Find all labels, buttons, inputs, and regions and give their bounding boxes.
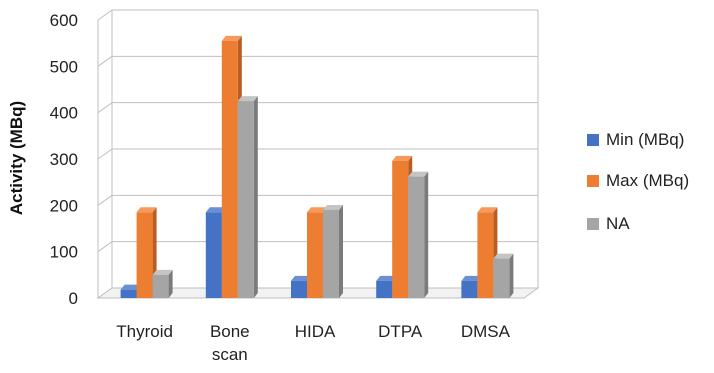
legend-label: Min (MBq) [606, 130, 684, 149]
x-tick-labels: Thyroid Bone scan HIDA DTPA DMSA [116, 322, 510, 364]
y-tick-label-4: 400 [50, 104, 78, 123]
x-tick-label-4: DMSA [461, 322, 511, 341]
bar-front [205, 212, 222, 298]
x-tick-label-1: Bone scan [210, 322, 250, 364]
y-tick-label-0: 0 [69, 289, 78, 308]
bar-top [461, 275, 482, 281]
legend-label: NA [606, 214, 630, 233]
side-gridline-1 [97, 241, 113, 253]
bar-top [152, 269, 173, 275]
bar-0-2 [291, 275, 311, 298]
bar-top [307, 207, 327, 213]
side-gridline-6 [97, 9, 113, 21]
bar-top [221, 35, 242, 41]
bar-2-0 [152, 269, 173, 298]
legend: Min (MBq) Max (MBq) NA [587, 130, 689, 233]
bar-2-2 [323, 204, 343, 298]
bar-front [136, 212, 153, 298]
legend-swatch [587, 218, 599, 230]
y-axis-label: Activity (MBq) [7, 101, 26, 215]
bar-top [205, 207, 226, 213]
legend-label: Max (MBq) [606, 171, 689, 190]
legend-entry-0: Min (MBq) [587, 130, 684, 149]
bar-front [376, 280, 393, 298]
bar-top [392, 155, 413, 161]
bar-top [291, 275, 311, 281]
bar-front [408, 176, 425, 298]
bar-side [253, 96, 258, 298]
x-tick-label-0: Thyroid [116, 322, 173, 341]
side-gridline-4 [97, 102, 113, 114]
bar-2-3 [408, 171, 429, 298]
x-tick-label-2: HIDA [295, 322, 336, 341]
bar-2-4 [493, 253, 514, 298]
y-tick-label-3: 300 [50, 150, 78, 169]
bars [120, 35, 514, 298]
y-tick-label-1: 100 [50, 243, 78, 262]
y-tick-label-2: 200 [50, 196, 78, 215]
bar-front [120, 289, 137, 298]
bar-2-1 [237, 96, 258, 298]
bar-front [323, 209, 339, 298]
bar-top [120, 284, 141, 290]
bar-front [493, 258, 510, 298]
bar-top [376, 275, 397, 281]
bar-side [339, 204, 343, 298]
bar-front [307, 212, 323, 298]
side-gridline-2 [97, 194, 113, 206]
bar-front [291, 280, 307, 298]
y-tick-label-5: 500 [50, 57, 78, 76]
legend-swatch [587, 175, 599, 187]
y-tick-labels: 0 100 200 300 400 500 600 [50, 11, 78, 308]
bar-side [424, 171, 429, 298]
bar-front [477, 212, 494, 298]
bar-front [237, 101, 254, 298]
bar-front [461, 280, 478, 298]
bar-top [237, 96, 258, 102]
x-tick-label-3: DTPA [378, 322, 423, 341]
bar-front [392, 160, 409, 298]
y-tick-label-6: 600 [50, 11, 78, 30]
bar-top [323, 204, 343, 210]
bar-top [477, 207, 498, 213]
legend-entry-1: Max (MBq) [587, 171, 689, 190]
bar-top [493, 253, 514, 259]
bar-front [152, 274, 169, 298]
legend-entry-2: NA [587, 214, 630, 233]
side-gridline-3 [97, 148, 113, 160]
bar-top [136, 207, 157, 213]
bar-side [509, 253, 514, 298]
bar-side [168, 269, 173, 298]
bar-top [408, 171, 429, 177]
bar-front [221, 40, 238, 298]
legend-swatch [587, 134, 599, 146]
side-gridline-5 [97, 55, 113, 67]
